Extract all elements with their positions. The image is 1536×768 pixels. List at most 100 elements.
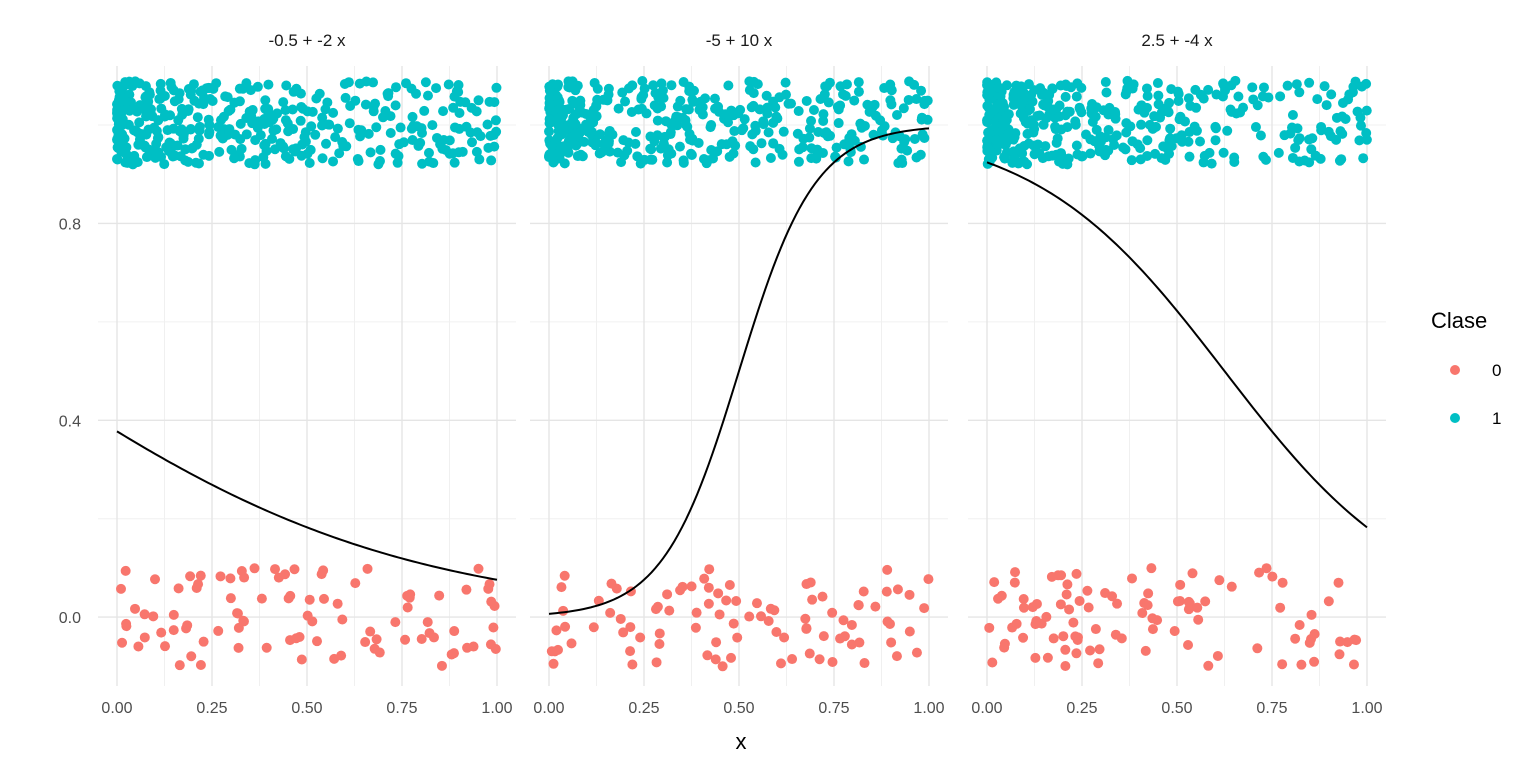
- point-class-1: [656, 101, 667, 112]
- point-class-1: [1250, 122, 1261, 133]
- point-class-1: [835, 81, 846, 92]
- point-class-1: [804, 123, 815, 134]
- point-class-1: [1183, 93, 1194, 104]
- point-class-1: [1304, 157, 1315, 168]
- point-class-1: [120, 77, 131, 88]
- point-class-1: [1354, 135, 1365, 146]
- point-class-1: [1323, 126, 1334, 137]
- point-class-1: [307, 106, 318, 117]
- point-class-1: [321, 138, 332, 149]
- point-class-1: [579, 136, 590, 147]
- point-class-1: [398, 137, 409, 148]
- point-class-1: [1273, 147, 1284, 158]
- point-class-1: [588, 105, 599, 116]
- point-class-0: [744, 611, 755, 622]
- point-class-1: [1022, 128, 1033, 139]
- point-class-1: [758, 116, 769, 127]
- point-class-1: [1282, 80, 1293, 91]
- point-class-0: [881, 586, 892, 597]
- point-class-0: [318, 565, 329, 576]
- point-class-1: [306, 121, 317, 132]
- point-class-0: [1009, 577, 1020, 588]
- point-class-0: [731, 596, 742, 607]
- point-class-0: [185, 571, 196, 582]
- point-class-0: [1294, 620, 1305, 631]
- point-class-1: [482, 119, 493, 130]
- point-class-1: [723, 80, 734, 91]
- point-class-1: [365, 147, 376, 158]
- point-class-1: [1054, 100, 1065, 111]
- point-class-1: [544, 85, 555, 96]
- point-class-0: [732, 632, 743, 643]
- point-class-1: [121, 96, 132, 107]
- point-class-1: [623, 83, 634, 94]
- point-class-1: [213, 122, 224, 133]
- point-class-1: [1062, 122, 1073, 133]
- point-class-1: [1319, 81, 1330, 92]
- point-class-1: [1086, 103, 1097, 114]
- legend-key-0: [1450, 365, 1460, 375]
- point-class-1: [1156, 107, 1167, 118]
- point-class-0: [198, 636, 209, 647]
- point-class-1: [204, 127, 215, 138]
- point-class-0: [891, 651, 902, 662]
- point-class-1: [340, 92, 351, 103]
- point-class-1: [373, 159, 384, 170]
- point-class-0: [728, 618, 739, 629]
- point-class-1: [713, 101, 724, 112]
- point-class-0: [1142, 600, 1153, 611]
- point-class-1: [1009, 153, 1020, 164]
- point-class-0: [168, 609, 179, 620]
- point-class-1: [570, 118, 581, 129]
- point-class-1: [491, 82, 502, 93]
- point-class-1: [1175, 111, 1186, 122]
- point-class-1: [1185, 100, 1196, 111]
- point-class-0: [362, 563, 373, 574]
- point-class-1: [730, 140, 741, 151]
- legend-title: Clase: [1431, 308, 1487, 333]
- point-class-1: [544, 126, 555, 137]
- point-class-1: [1077, 151, 1088, 162]
- point-class-0: [1333, 577, 1344, 588]
- point-class-0: [703, 598, 714, 609]
- point-class-0: [714, 609, 725, 620]
- point-class-1: [443, 79, 454, 90]
- facet-panel: 2.5 + -4 x 0.00 0.25 0.50 0.75 1.00: [968, 31, 1386, 717]
- point-class-1: [461, 121, 472, 132]
- point-class-1: [752, 79, 763, 90]
- point-class-1: [862, 99, 873, 110]
- point-class-1: [712, 146, 723, 157]
- point-class-0: [1146, 563, 1157, 574]
- point-class-0: [776, 658, 787, 669]
- point-class-1: [1055, 148, 1066, 159]
- point-class-1: [886, 99, 897, 110]
- point-class-0: [1060, 644, 1071, 655]
- point-class-0: [238, 615, 249, 626]
- point-class-1: [744, 85, 755, 96]
- point-class-1: [168, 123, 179, 134]
- point-class-0: [1062, 579, 1073, 590]
- point-class-0: [1030, 652, 1041, 663]
- point-class-1: [368, 106, 379, 117]
- point-class-1: [806, 115, 817, 126]
- point-class-0: [160, 641, 171, 652]
- point-class-0: [1060, 660, 1071, 671]
- point-class-1: [750, 157, 761, 168]
- point-class-1: [1287, 152, 1298, 163]
- point-class-0: [651, 657, 662, 668]
- point-class-0: [817, 591, 828, 602]
- point-class-1: [407, 135, 418, 146]
- point-class-1: [560, 146, 571, 157]
- point-class-1: [626, 106, 637, 117]
- point-class-1: [700, 93, 711, 104]
- point-class-0: [249, 563, 260, 574]
- point-class-1: [563, 136, 574, 147]
- point-class-0: [289, 564, 300, 575]
- point-class-0: [1187, 568, 1198, 579]
- point-class-0: [307, 616, 318, 627]
- point-class-0: [814, 654, 825, 665]
- point-class-1: [291, 143, 302, 154]
- point-class-1: [1047, 83, 1058, 94]
- point-class-1: [674, 141, 685, 152]
